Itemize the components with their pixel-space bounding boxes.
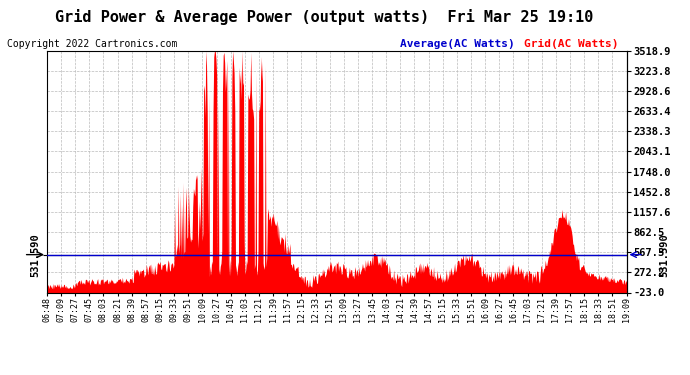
Text: Grid(AC Watts): Grid(AC Watts)	[524, 39, 619, 50]
Text: 531.590: 531.590	[659, 233, 669, 276]
Text: Grid Power & Average Power (output watts)  Fri Mar 25 19:10: Grid Power & Average Power (output watts…	[55, 9, 593, 26]
Text: Average(AC Watts): Average(AC Watts)	[400, 39, 515, 50]
Text: Copyright 2022 Cartronics.com: Copyright 2022 Cartronics.com	[7, 39, 177, 50]
